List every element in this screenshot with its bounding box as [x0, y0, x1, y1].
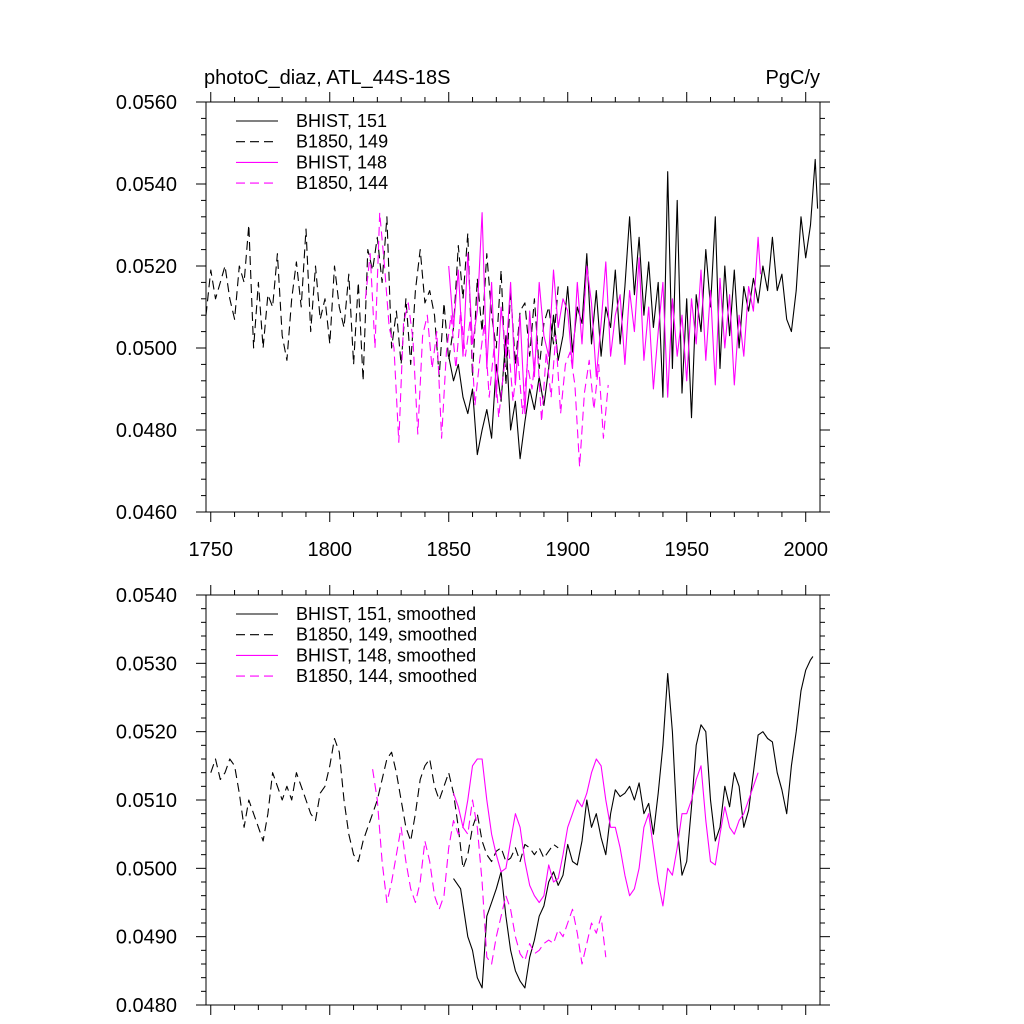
p2-y-tick-label-4: 0.0510	[116, 790, 177, 812]
p1-series-line-2	[205, 216, 559, 386]
p1-x-tick-label-5: 1950	[664, 539, 709, 561]
panel-1-ticks	[196, 92, 830, 522]
panel-1-frame	[205, 101, 821, 513]
p2-series-line-4	[372, 769, 607, 965]
panel-1-x-tick-labels: 1750 1800 1850 1900 1950 2000	[189, 539, 828, 561]
p2-y-tick-label-7: 0.0540	[116, 585, 177, 607]
panel-1-series	[205, 158, 819, 468]
p2-y-tick-label-2: 0.0490	[116, 927, 177, 949]
p1-x-tick-label-1: 1750	[189, 539, 234, 561]
p1-x-tick-label-6: 2000	[783, 539, 828, 561]
p2-y-tick-label-1: 0.0480	[116, 995, 177, 1017]
p1-legend-label-3: BHIST, 148	[296, 152, 387, 172]
panel-2-y-tick-labels: 0.0480 0.0490 0.0500 0.0510 0.0520 0.0530 0.05…	[116, 585, 177, 1017]
panel-1-title: photoC_diaz, ATL_44S-18S	[204, 67, 450, 89]
p2-y-tick-label-3: 0.0500	[116, 858, 177, 880]
p2-y-tick-label-6: 0.0530	[116, 653, 177, 675]
p2-series-line-1	[453, 656, 814, 989]
panel-2-ticks	[196, 585, 830, 1015]
p2-legend-label-2: B1850, 149, smoothed	[296, 625, 477, 645]
p1-x-tick-label-2: 1800	[308, 539, 353, 561]
p1-x-tick-label-3: 1850	[426, 539, 471, 561]
p1-y-tick-label-6: 0.0560	[116, 92, 177, 114]
panel-1-units: PgC/y	[766, 67, 820, 89]
p2-y-tick-label-5: 0.0520	[116, 722, 177, 744]
p1-y-tick-label-1: 0.0460	[116, 502, 177, 524]
panel-1-y-tick-labels: 0.0460 0.0480 0.0500 0.0520 0.0540 0.0560	[116, 92, 177, 524]
p1-legend-label-2: B1850, 149	[296, 132, 388, 152]
p1-legend-label-1: BHIST, 151	[296, 111, 387, 131]
p1-x-tick-label-4: 1900	[545, 539, 590, 561]
panel-1: photoC_diaz, ATL_44S-18S PgC/y 0.04600.0…	[116, 67, 830, 561]
p2-series-line-3	[452, 758, 759, 907]
p2-series-line-2	[210, 737, 559, 869]
p1-series-line-4	[364, 212, 609, 468]
p1-series-line-3	[448, 212, 762, 415]
p1-y-tick-label-4: 0.0520	[116, 256, 177, 278]
p2-legend-label-3: BHIST, 148, smoothed	[296, 645, 476, 665]
panel-2-series	[210, 656, 814, 989]
p1-series-line-1	[448, 158, 819, 460]
p1-y-tick-label-2: 0.0480	[116, 420, 177, 442]
p1-y-tick-label-3: 0.0500	[116, 338, 177, 360]
panel-2: 0.0480 0.0490 0.0500 0.0510 0.0520 0.0530 0.05…	[116, 585, 830, 1017]
p2-legend-label-1: BHIST, 151, smoothed	[296, 604, 476, 624]
p2-legend-label-4: B1850, 144, smoothed	[296, 666, 477, 686]
p1-legend-label-4: B1850, 144	[296, 173, 388, 193]
p1-y-tick-label-5: 0.0540	[116, 174, 177, 196]
